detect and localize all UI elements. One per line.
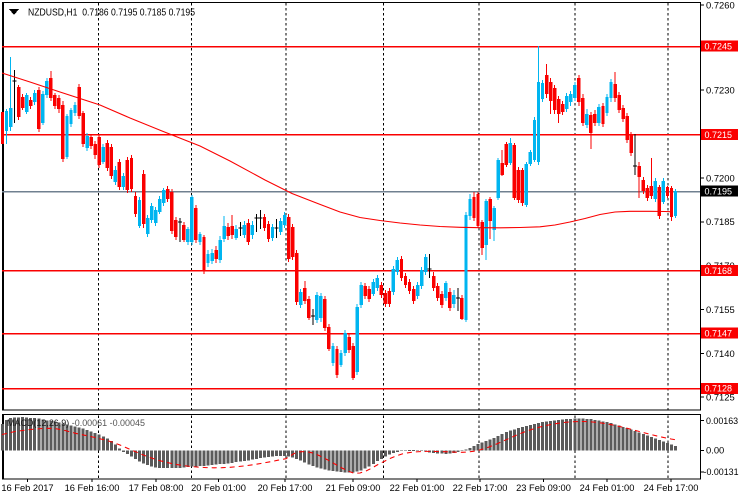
svg-text:0.7195: 0.7195 [705, 187, 733, 197]
svg-text:22 Feb 01:00: 22 Feb 01:00 [390, 483, 445, 493]
svg-text:0.00: 0.00 [706, 445, 724, 456]
svg-text:0.7185: 0.7185 [706, 216, 735, 227]
svg-text:MACD(12,26,9) -0.00061 -0.0004: MACD(12,26,9) -0.00061 -0.00045 [7, 418, 145, 429]
svg-text:21 Feb 09:00: 21 Feb 09:00 [326, 483, 381, 493]
svg-text:16 Feb 16:00: 16 Feb 16:00 [65, 483, 120, 493]
svg-text:0.7128: 0.7128 [705, 384, 733, 394]
svg-text:0.00163: 0.00163 [706, 416, 738, 426]
svg-text:0.7125: 0.7125 [706, 391, 735, 402]
svg-text:0.7168: 0.7168 [705, 266, 733, 276]
svg-text:20 Feb 17:00: 20 Feb 17:00 [258, 483, 313, 493]
svg-text:0.7215: 0.7215 [705, 130, 733, 140]
svg-text:NZDUSD,H1 0.7186 0.7195 0.718: NZDUSD,H1 0.7186 0.7195 0.7185 0.7195 [28, 8, 195, 19]
svg-text:0.7260: 0.7260 [706, 0, 735, 10]
svg-text:0.7147: 0.7147 [705, 328, 733, 338]
svg-text:0.7155: 0.7155 [706, 304, 735, 315]
svg-text:20 Feb 01:00: 20 Feb 01:00 [191, 483, 246, 493]
svg-text:0.7230: 0.7230 [706, 84, 735, 95]
svg-text:0.7245: 0.7245 [705, 41, 733, 51]
svg-text:24 Feb 01:00: 24 Feb 01:00 [580, 483, 635, 493]
svg-text:22 Feb 17:00: 22 Feb 17:00 [453, 483, 508, 493]
svg-text:16 Feb 2017: 16 Feb 2017 [1, 483, 53, 493]
svg-text:24 Feb 17:00: 24 Feb 17:00 [644, 483, 699, 493]
svg-text:23 Feb 09:00: 23 Feb 09:00 [516, 483, 571, 493]
svg-text:0.7200: 0.7200 [706, 172, 735, 183]
svg-text:17 Feb 08:00: 17 Feb 08:00 [129, 483, 184, 493]
svg-text:0.7140: 0.7140 [706, 348, 735, 359]
svg-text:-0.00131: -0.00131 [704, 467, 739, 477]
